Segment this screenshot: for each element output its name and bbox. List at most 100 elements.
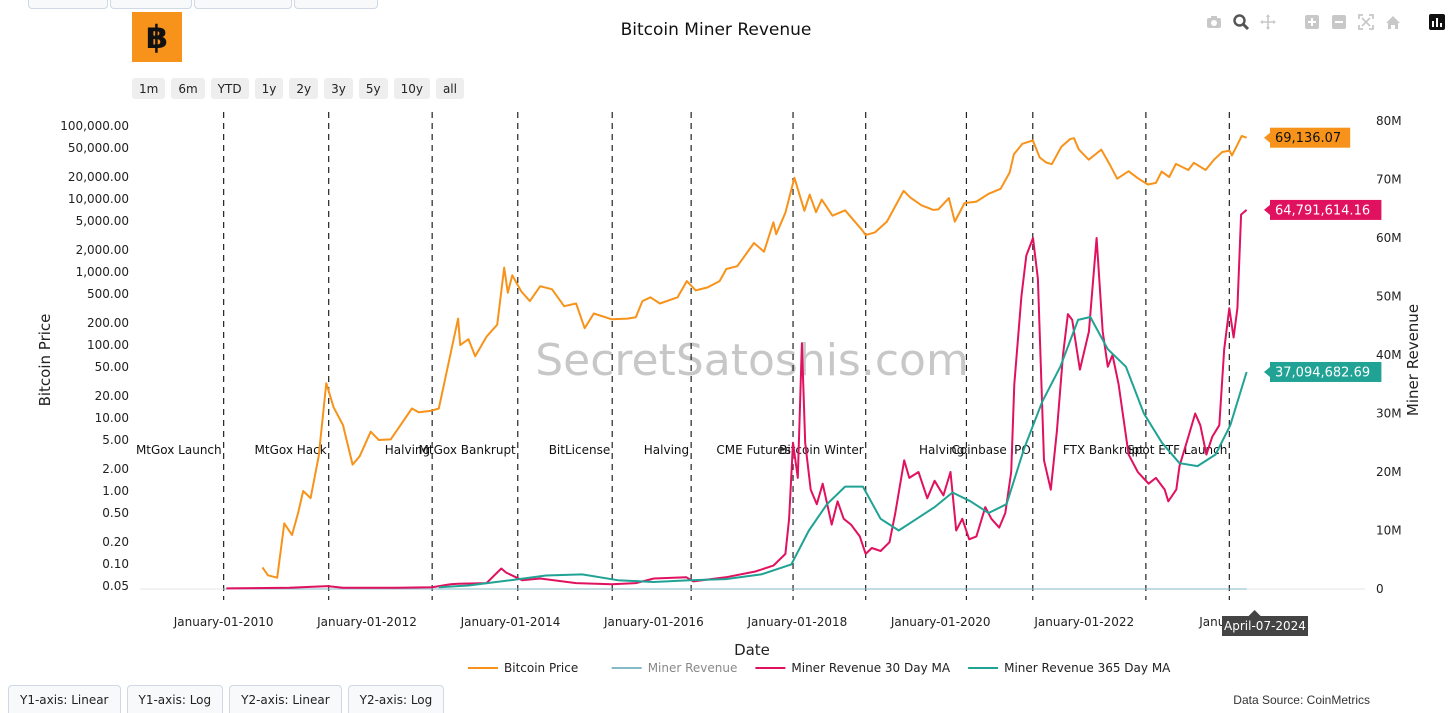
- y1-tick-label: 5,000.00: [76, 214, 129, 228]
- event-label: Coinbase IPO: [951, 443, 1030, 457]
- value-label-box: [1270, 361, 1382, 382]
- top-tab-stub: [194, 0, 292, 9]
- y2-tick-label: 10M: [1376, 524, 1402, 538]
- bitcoin-logo: ฿: [132, 12, 182, 62]
- y2-tick-label: 80M: [1376, 114, 1402, 128]
- chart-title: Bitcoin Miner Revenue: [620, 20, 812, 40]
- y1-tick-label: 2,000.00: [76, 243, 129, 257]
- y2-tick-label: 50M: [1376, 290, 1402, 304]
- y1-tick-label: 100,000.00: [60, 119, 129, 133]
- legend-entry: Bitcoin Price: [504, 661, 578, 675]
- data-source: Data Source: CoinMetrics: [1233, 693, 1370, 707]
- zoom-out-icon[interactable]: [1329, 12, 1349, 32]
- range-selector: 1m 6m YTD 1y 2y 3y 5y 10y all: [132, 78, 464, 99]
- event-label: BitLicense: [549, 443, 611, 457]
- y1-tick-label: 1,000.00: [76, 265, 129, 279]
- legend-entry: Miner Revenue 365 Day MA: [1004, 661, 1171, 675]
- event-label: FTX Bankrupt: [1063, 443, 1144, 457]
- event-label: Halving: [919, 443, 964, 457]
- camera-icon[interactable]: [1204, 12, 1224, 32]
- y1-tick-label: 0.05: [102, 579, 129, 593]
- y1-tick-label: 0.20: [102, 535, 129, 549]
- modebar: [1204, 12, 1447, 32]
- y1-tick-label: 200.00: [87, 316, 129, 330]
- event-label: Halving: [644, 443, 689, 457]
- y1-tick-label: 50,000.00: [68, 141, 129, 155]
- range-button-ytd[interactable]: YTD: [210, 78, 249, 99]
- watermark: SecretSatoshis.com: [535, 335, 969, 386]
- tab-y1-log[interactable]: Y1-axis: Log: [126, 685, 224, 713]
- y1-tick-label: 5.00: [102, 433, 129, 447]
- x-tick-label: January-01-2014: [460, 615, 561, 629]
- hover-label-text: April-07-2024: [1224, 619, 1306, 633]
- range-button-1m[interactable]: 1m: [132, 78, 166, 99]
- event-label: MtGox Launch: [136, 443, 222, 457]
- value-label-pointer: [1264, 204, 1270, 215]
- y1-tick-label: 100.00: [87, 338, 129, 352]
- range-button-10y[interactable]: 10y: [393, 78, 430, 99]
- series-line-bitcoin-price: [261, 135, 1247, 579]
- y1-axis-title: Bitcoin Price: [36, 314, 54, 407]
- tab-y2-linear[interactable]: Y2-axis: Linear: [229, 685, 342, 713]
- range-button-3y[interactable]: 3y: [324, 78, 353, 99]
- y1-tick-label: 50.00: [95, 360, 129, 374]
- top-tab-stub: [294, 0, 378, 9]
- y2-tick-label: 20M: [1376, 465, 1402, 479]
- y1-tick-label: 10.00: [95, 411, 129, 425]
- tab-y2-log[interactable]: Y2-axis: Log: [347, 685, 445, 713]
- series-line-miner-revenue-30-day-ma: [226, 209, 1248, 590]
- value-label-text: 69,136.07: [1275, 131, 1341, 146]
- range-button-6m[interactable]: 6m: [171, 78, 205, 99]
- y2-tick-label: 40M: [1376, 348, 1402, 362]
- value-label-text: 64,791,614.16: [1275, 203, 1370, 218]
- x-tick-label: January-01-2018: [746, 615, 847, 629]
- zoom-in-icon[interactable]: [1302, 12, 1322, 32]
- top-tab-stub: [110, 0, 192, 9]
- x-axis-title: Date: [734, 641, 770, 659]
- pan-icon[interactable]: [1258, 12, 1278, 32]
- value-label-pointer: [1264, 132, 1270, 143]
- event-label: Halving: [385, 443, 430, 457]
- range-button-all[interactable]: all: [435, 78, 464, 99]
- value-label-box: [1270, 127, 1351, 148]
- event-label: MtGox Bankrupt: [419, 443, 517, 457]
- y1-tick-label: 0.50: [102, 506, 129, 520]
- value-label-text: 37,094,682.69: [1275, 365, 1370, 380]
- hover-label-box: [1222, 616, 1308, 636]
- y1-tick-label: 1.00: [102, 484, 129, 498]
- event-label: Spot ETF Launch: [1127, 443, 1227, 457]
- hover-label-pointer: [1248, 610, 1261, 616]
- y1-tick-label: 10,000.00: [68, 192, 129, 206]
- top-tab-stub: [28, 0, 108, 9]
- value-label-box: [1270, 199, 1382, 220]
- home-icon[interactable]: [1383, 12, 1403, 32]
- range-button-5y[interactable]: 5y: [358, 78, 388, 99]
- value-label-pointer: [1264, 366, 1270, 377]
- event-label: Bitcoin Winter: [779, 443, 864, 457]
- y1-tick-label: 20.00: [95, 389, 129, 403]
- plotly-logo-icon[interactable]: [1427, 12, 1447, 32]
- y2-tick-label: 60M: [1376, 231, 1402, 245]
- x-tick-label: January-01-2010: [173, 615, 274, 629]
- event-label: CME Futures: [716, 443, 791, 457]
- y2-tick-label: 70M: [1376, 173, 1402, 187]
- y2-tick-label: 0: [1376, 582, 1384, 596]
- y1-tick-label: 0.10: [102, 557, 129, 571]
- autoscale-icon[interactable]: [1356, 12, 1376, 32]
- y2-axis-title: Miner Revenue: [1404, 304, 1422, 416]
- y1-tick-label: 500.00: [87, 287, 129, 301]
- tab-y1-linear[interactable]: Y1-axis: Linear: [8, 685, 121, 713]
- axis-scale-tabs: Y1-axis: Linear Y1-axis: Log Y2-axis: Li…: [8, 685, 445, 713]
- event-label: MtGox Hack: [255, 443, 327, 457]
- x-tick-label: January-01-2020: [890, 615, 991, 629]
- bitcoin-glyph: ฿: [145, 18, 169, 56]
- x-tick-label: January-01-2012: [316, 615, 417, 629]
- y2-tick-label: 30M: [1376, 407, 1402, 421]
- legend-entry: Miner Revenue: [648, 661, 738, 675]
- range-button-2y[interactable]: 2y: [289, 78, 319, 99]
- zoom-icon[interactable]: [1231, 12, 1251, 32]
- x-tick-label: January-01-2016: [603, 615, 704, 629]
- series-line-miner-revenue-365-day-ma: [438, 316, 1248, 589]
- range-button-1y[interactable]: 1y: [254, 78, 284, 99]
